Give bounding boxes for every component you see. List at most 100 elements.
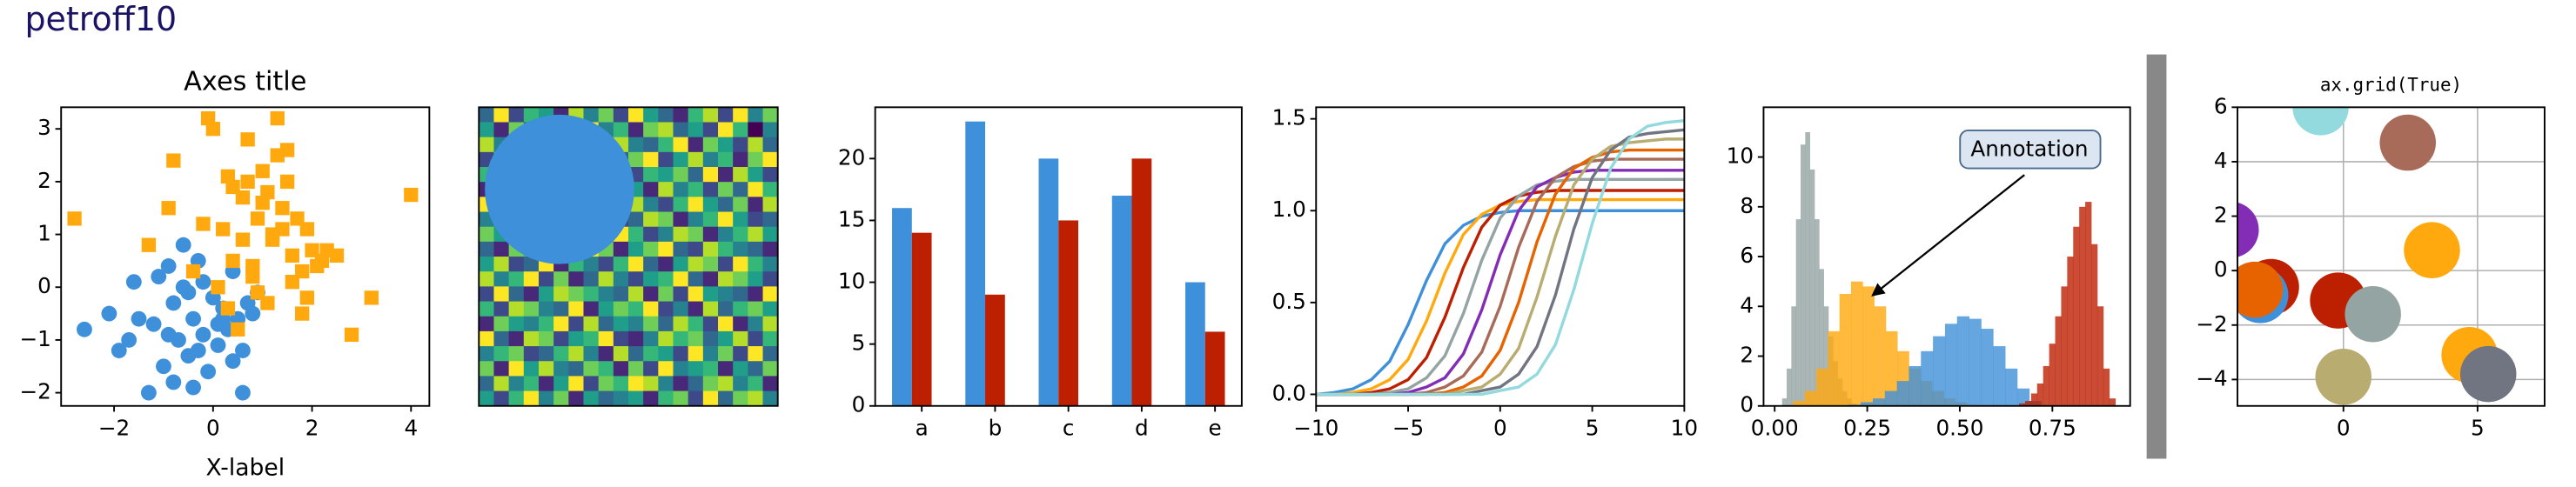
scatter-square — [299, 222, 315, 237]
scatter-point — [185, 310, 201, 327]
y-tick-label: 5 — [852, 330, 866, 356]
heatmap-cell — [493, 241, 510, 257]
heatmap-cell — [762, 241, 778, 257]
heatmap-cell — [748, 226, 764, 243]
heatmap-cell — [538, 361, 554, 377]
heatmap-cell — [598, 271, 614, 287]
heatmap-cell — [688, 167, 704, 183]
heatmap-cell — [627, 346, 644, 362]
heatmap-cell — [643, 316, 659, 332]
bubble — [2379, 114, 2436, 171]
heatmap-cell — [598, 346, 614, 362]
heatmap-cell — [568, 286, 585, 303]
heatmap-cell — [627, 107, 644, 123]
heatmap-cell — [702, 151, 719, 168]
heatmap-cell — [673, 257, 689, 272]
heatmap-cell — [627, 211, 644, 228]
heatmap-cell — [627, 390, 644, 406]
heatmap-cell — [523, 301, 540, 317]
histogram-bar — [2005, 368, 2018, 406]
heatmap-cell — [493, 301, 510, 317]
heatmap-cell — [688, 286, 704, 303]
heatmap-cell — [762, 286, 778, 303]
y-tick-label: 0.0 — [1272, 380, 1306, 405]
heatmap-cell — [643, 167, 659, 183]
heatmap-cell — [733, 167, 748, 183]
histogram-bar — [2103, 368, 2110, 406]
scatter-point — [77, 321, 92, 337]
scatter-square — [275, 201, 290, 216]
axes-frame — [478, 106, 779, 407]
heatmap-cell — [762, 257, 778, 272]
scatter-point — [160, 258, 177, 274]
heatmap-cell — [673, 167, 689, 183]
heatmap-cell — [718, 390, 734, 406]
heatmap-cell — [733, 197, 748, 213]
heatmap-cell — [583, 346, 600, 362]
heatmap-cell — [613, 257, 629, 272]
heatmap-cell — [718, 197, 734, 213]
heatmap-cell — [568, 346, 585, 362]
histogram-bar — [2091, 244, 2098, 406]
heatmap-cell — [643, 271, 659, 287]
heatmap-cell — [508, 346, 525, 362]
heatmap-cell — [762, 197, 778, 213]
y-tick-label: 8 — [1740, 193, 1754, 218]
histogram-bar — [2049, 344, 2056, 406]
heatmap-cell — [627, 137, 644, 153]
heatmap-cell — [748, 257, 764, 272]
heatmap-cell — [718, 301, 734, 317]
heatmap-cell — [702, 226, 719, 243]
heatmap-cell — [688, 316, 704, 332]
heatmap-cell — [627, 286, 644, 303]
y-tick-label: 4 — [2214, 148, 2228, 173]
heatmap-cell — [479, 241, 495, 257]
heatmap-cell — [702, 197, 719, 213]
heatmap-cell — [702, 137, 719, 153]
histogram-bar — [1823, 306, 1829, 406]
heatmap-cell — [762, 182, 778, 197]
bar — [1204, 331, 1225, 406]
heatmap-cell — [658, 346, 674, 362]
x-tick-label: 10 — [1671, 415, 1698, 440]
circle-patch — [485, 114, 634, 264]
heatmap-cell — [748, 390, 764, 406]
heatmap-cell — [508, 330, 525, 347]
y-tick-label: 6 — [1740, 243, 1754, 268]
heatmap-cell — [748, 301, 764, 317]
heatmap-cell — [733, 151, 748, 168]
heatmap-cell — [673, 151, 689, 168]
heatmap-cell — [762, 137, 778, 153]
heatmap-cell — [702, 211, 719, 228]
x-tick-label: a — [916, 415, 929, 440]
heatmap-cell — [702, 107, 719, 123]
heatmap-cell — [733, 301, 748, 317]
y-tick-label: 10 — [1727, 143, 1754, 169]
heatmap-cell — [658, 390, 674, 406]
heatmap-cell — [643, 346, 659, 362]
heatmap-cell — [748, 271, 764, 287]
y-tick-label: 1.5 — [1272, 105, 1306, 130]
heatmap-cell — [598, 361, 614, 377]
axes-background — [61, 107, 430, 406]
heatmap-cell — [479, 390, 495, 406]
annotation: Annotation — [1970, 137, 2088, 162]
bubble — [2315, 349, 2372, 405]
y-tick-label: 1.0 — [1272, 197, 1306, 222]
heatmap-cell — [748, 316, 764, 332]
histogram-bar — [1874, 306, 1887, 406]
heatmap-cell — [673, 286, 689, 303]
scatter-point — [225, 353, 241, 370]
heatmap-cell — [613, 316, 629, 332]
heatmap-cell — [688, 151, 704, 168]
heatmap-cell — [523, 376, 540, 392]
histogram-bar — [1791, 306, 1797, 406]
bubble — [2292, 107, 2349, 136]
heatmap-cell — [583, 316, 600, 332]
y-tick-label: 0 — [37, 273, 51, 298]
heatmap-cell — [748, 376, 764, 392]
heatmap-cell — [627, 301, 644, 317]
scatter-square — [250, 285, 265, 300]
heatmap-cell — [718, 346, 734, 362]
